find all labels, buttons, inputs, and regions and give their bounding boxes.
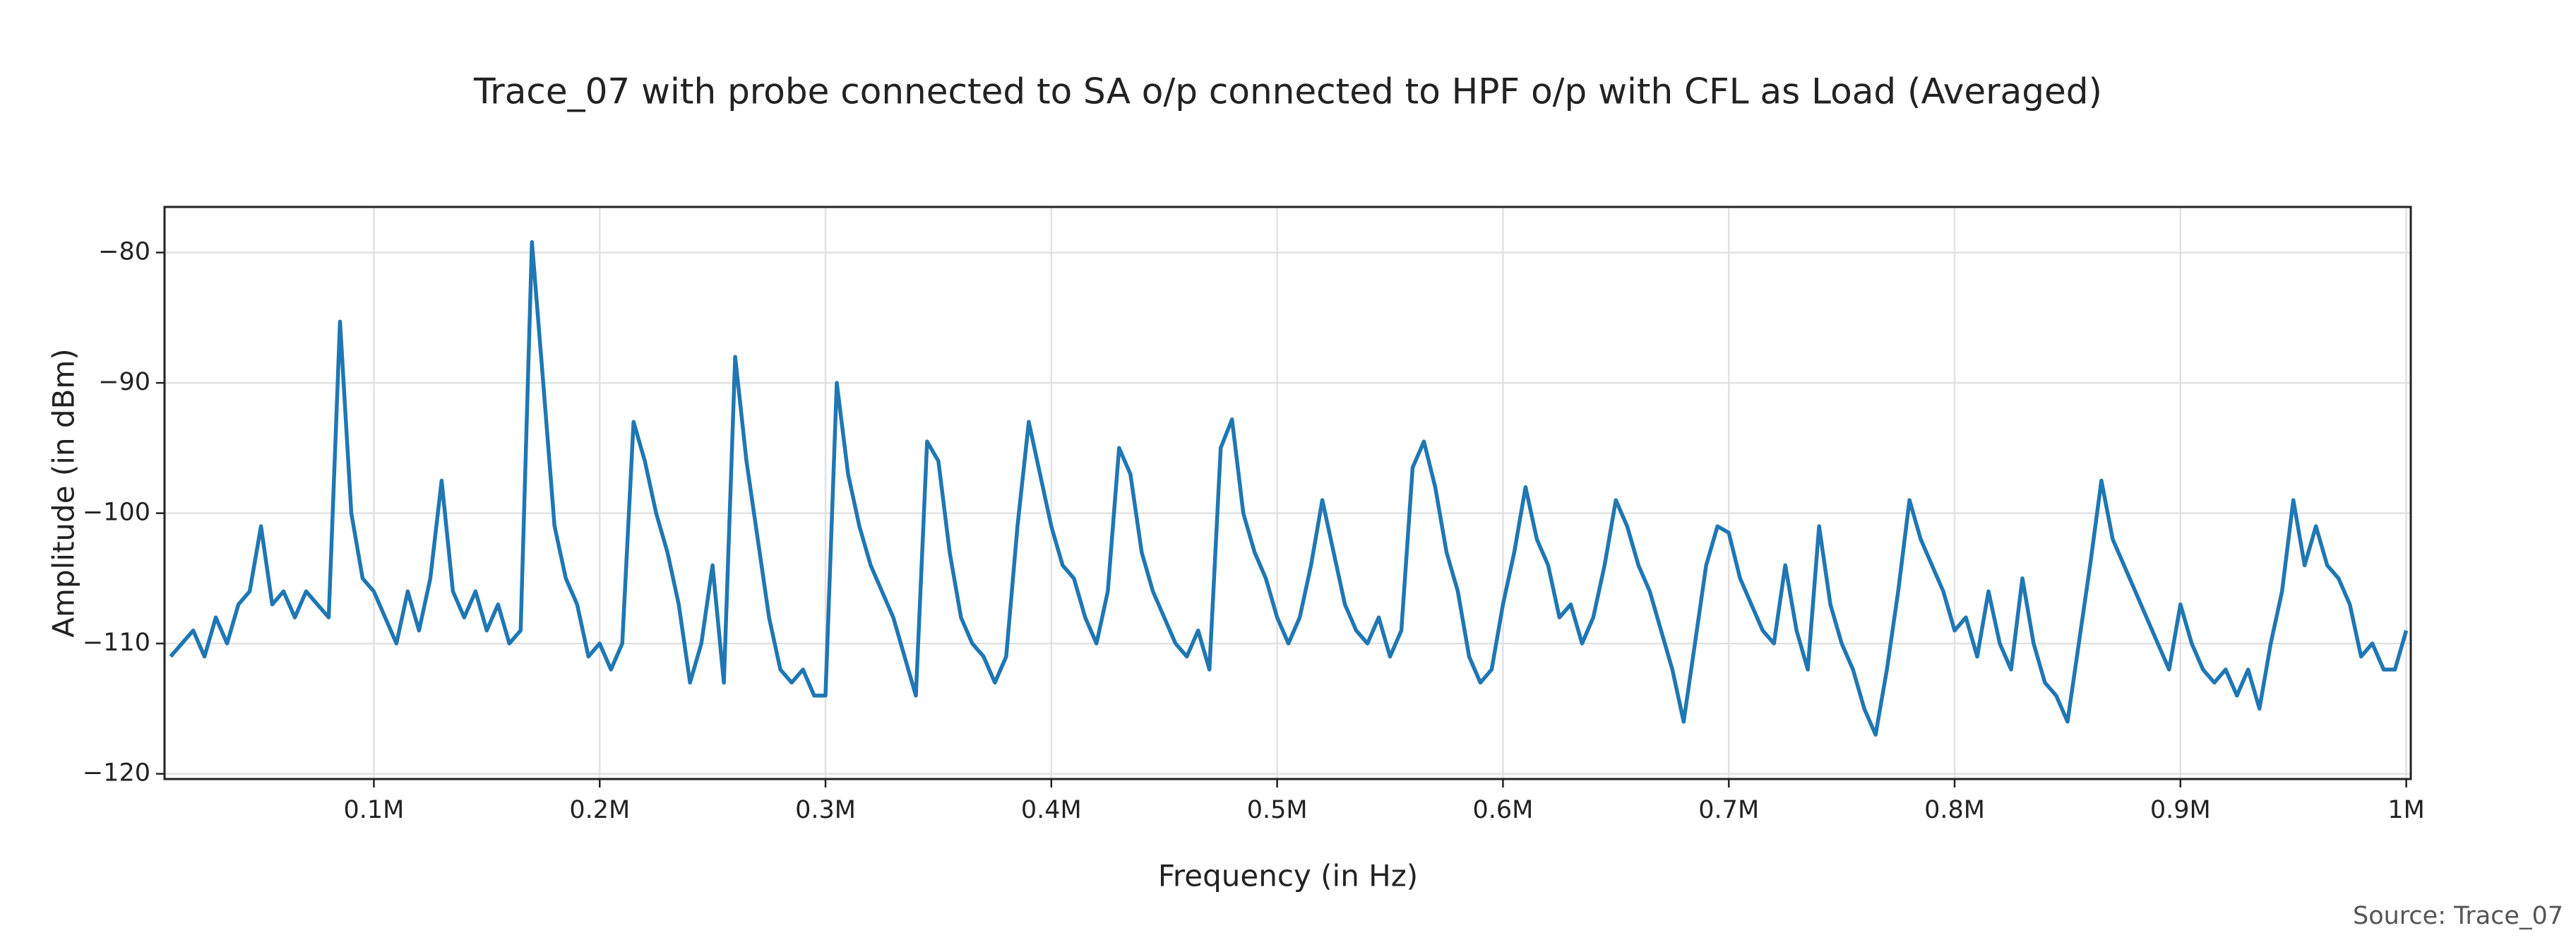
x-tick-label: 0.3M — [795, 796, 856, 824]
series-line — [169, 240, 2409, 737]
chart-title: Trace_07 with probe connected to SA o/p … — [473, 71, 2102, 112]
y-tick-label: −110 — [83, 629, 150, 657]
plot-frame — [163, 206, 2412, 780]
y-tick-label: −80 — [98, 238, 150, 266]
x-tick-label: 0.4M — [1021, 796, 1082, 824]
x-tick-label: 0.5M — [1247, 796, 1308, 824]
x-tick-label: 0.6M — [1472, 796, 1533, 824]
x-tick-label: 0.2M — [569, 796, 630, 824]
x-tick-label: 0.7M — [1698, 796, 1759, 824]
y-axis-title: Amplitude (in dBm) — [47, 348, 81, 637]
x-tick-label: 0.9M — [2150, 796, 2211, 824]
source-note: Source: Trace_07 — [2353, 902, 2563, 930]
x-tick-label: 0.8M — [1924, 796, 1985, 824]
x-tick-label: 1M — [2387, 796, 2424, 824]
y-tick-label: −100 — [83, 499, 150, 527]
x-tick-label: 0.1M — [344, 796, 405, 824]
y-tick-label: −90 — [98, 368, 150, 396]
y-tick-label: −120 — [83, 759, 150, 788]
x-axis-title: Frequency (in Hz) — [1158, 859, 1418, 893]
